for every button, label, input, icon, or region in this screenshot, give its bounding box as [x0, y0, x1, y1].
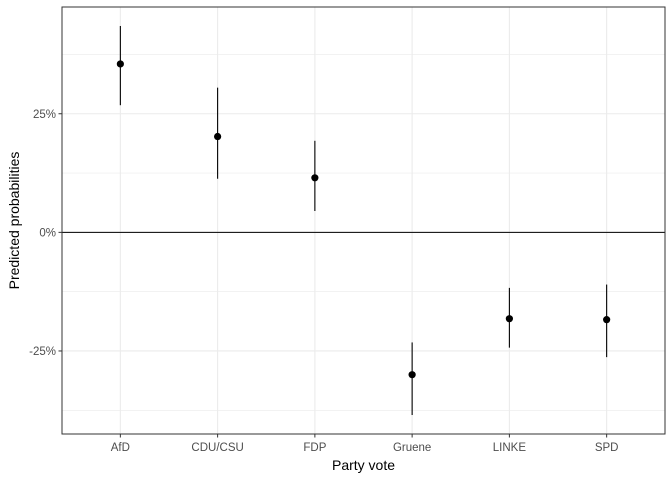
y-tick-label: 25%: [33, 109, 56, 121]
y-axis-ticks: -25% 0% 25%: [29, 109, 62, 358]
plot-border: [61, 6, 666, 435]
data-point: [311, 174, 319, 182]
plot-background: [62, 7, 665, 434]
grid-minor: [62, 54, 665, 411]
x-tick-label: FDP: [303, 442, 326, 454]
x-axis-title: Party vote: [332, 457, 395, 473]
x-tick-label: Gruene: [393, 442, 431, 454]
data-point: [214, 132, 222, 141]
x-tick-label: CDU/CSU: [191, 442, 243, 454]
data-point: [116, 60, 124, 68]
x-axis-ticks: AfD CDU/CSU FDP Gruene LINKE SPD: [111, 434, 619, 454]
y-tick-label: 0%: [39, 227, 56, 239]
x-tick-label: AfD: [111, 442, 130, 454]
x-tick-label: SPD: [595, 442, 619, 454]
x-tick-label: LINKE: [493, 442, 527, 454]
data-point: [408, 371, 416, 379]
point-estimates: [116, 60, 611, 379]
data-point: [603, 316, 611, 324]
data-point: [505, 315, 513, 323]
y-tick-label: -25%: [29, 346, 56, 358]
y-axis-title: Predicted probabilities: [6, 152, 22, 290]
